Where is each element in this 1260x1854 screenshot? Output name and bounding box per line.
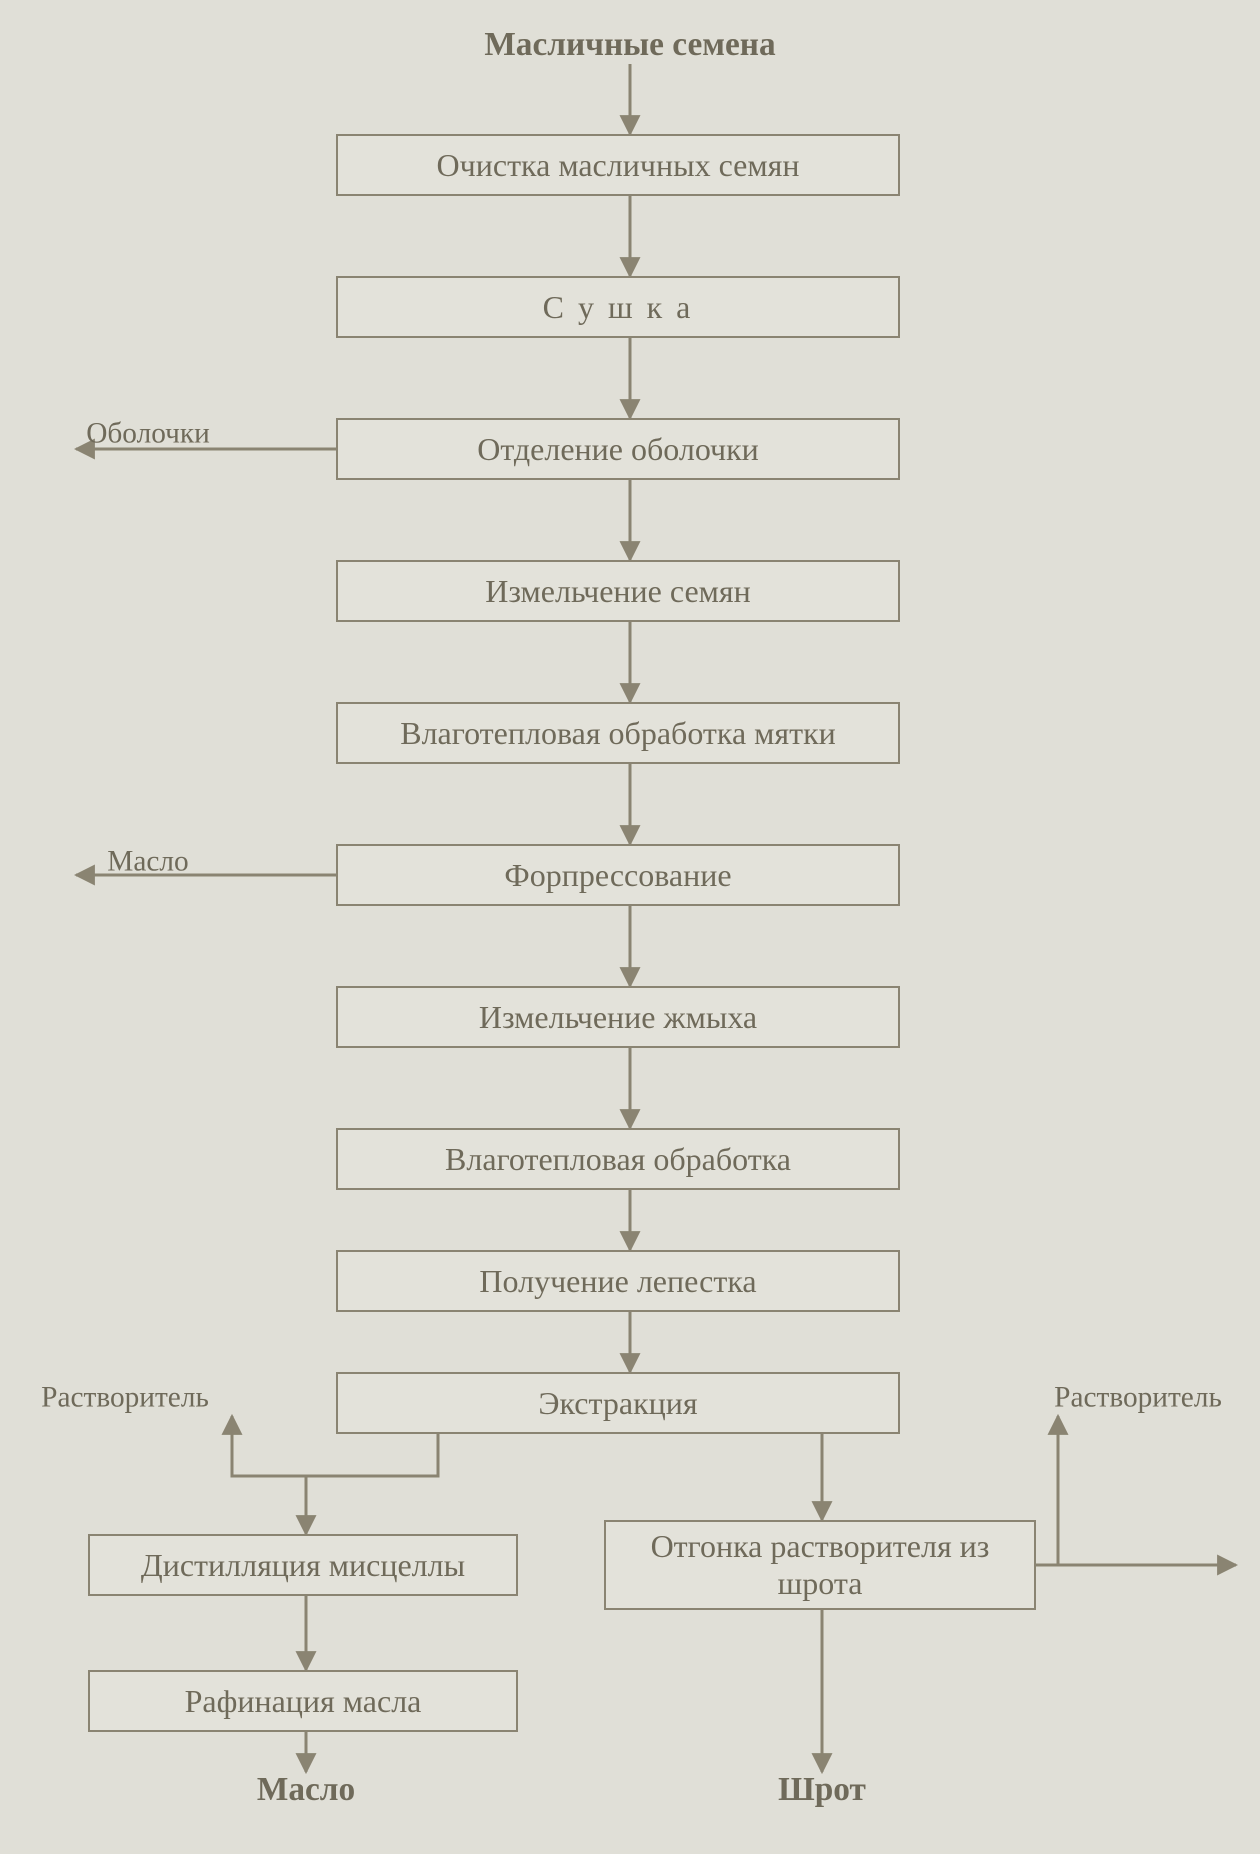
node-label: Измельчение жмыха <box>479 999 757 1036</box>
edge <box>232 1416 306 1476</box>
node-label: Отгонка растворителя из шрота <box>612 1528 1028 1602</box>
label-lb_solvR: Растворитель <box>1054 1382 1222 1415</box>
edge <box>306 1434 438 1534</box>
node-label: Отделение оболочки <box>477 431 759 468</box>
edge <box>1036 1416 1058 1565</box>
node-label: Влаготепловая обработка <box>445 1141 791 1178</box>
node-n6: Форпрессование <box>336 844 900 906</box>
label-lb_outMeal: Шрот <box>778 1771 866 1809</box>
node-n9: Получение лепестка <box>336 1250 900 1312</box>
node-n8: Влаготепловая обработка <box>336 1128 900 1190</box>
flowchart-root: { "canvas": { "width": 1260, "height": 1… <box>0 0 1260 1854</box>
label-lb_shell: Оболочки <box>86 418 210 451</box>
node-label: Рафинация масла <box>185 1683 422 1720</box>
node-n2: С у ш к а <box>336 276 900 338</box>
node-label: Форпрессование <box>504 857 731 894</box>
label-lb_solvL: Растворитель <box>41 1382 209 1415</box>
node-n10: Экстракция <box>336 1372 900 1434</box>
label-title: Масличные семена <box>484 26 775 64</box>
node-label: Получение лепестка <box>479 1263 756 1300</box>
node-label: Измельчение семян <box>485 573 751 610</box>
node-label: Дистилляция мисцеллы <box>141 1547 465 1584</box>
node-label: Экстракция <box>538 1385 697 1422</box>
node-n4: Измельчение семян <box>336 560 900 622</box>
node-label: С у ш к а <box>543 289 694 326</box>
node-n12: Отгонка растворителя из шрота <box>604 1520 1036 1610</box>
node-n1: Очистка масличных семян <box>336 134 900 196</box>
node-n3: Отделение оболочки <box>336 418 900 480</box>
node-n5: Влаготепловая обработка мятки <box>336 702 900 764</box>
node-label: Влаготепловая обработка мятки <box>400 715 836 752</box>
label-lb_outOil: Масло <box>257 1771 355 1809</box>
node-n13: Рафинация масла <box>88 1670 518 1732</box>
node-n7: Измельчение жмыха <box>336 986 900 1048</box>
node-n11: Дистилляция мисцеллы <box>88 1534 518 1596</box>
node-label: Очистка масличных семян <box>437 147 800 184</box>
label-lb_oil: Масло <box>107 846 188 879</box>
